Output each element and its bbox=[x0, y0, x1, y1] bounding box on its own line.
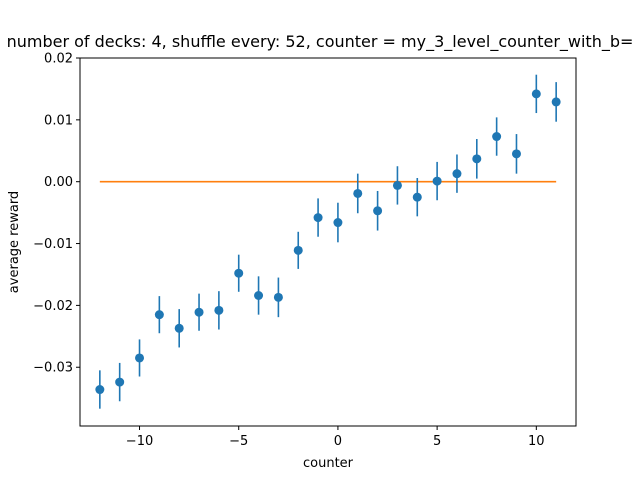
data-point bbox=[115, 377, 125, 387]
x-axis-title: counter bbox=[303, 456, 354, 471]
data-point bbox=[293, 245, 303, 255]
data-point bbox=[432, 176, 442, 186]
y-tick-label: −0.02 bbox=[33, 299, 73, 314]
data-point bbox=[254, 290, 264, 300]
data-point bbox=[214, 305, 224, 315]
x-tick-label: −5 bbox=[229, 434, 248, 449]
x-tick-label: −10 bbox=[126, 434, 153, 449]
data-point bbox=[95, 385, 105, 395]
x-tick-label: 10 bbox=[528, 434, 545, 449]
data-point bbox=[273, 292, 283, 302]
plot-frame bbox=[79, 57, 577, 427]
data-point bbox=[373, 206, 383, 216]
y-tick-label: 0.01 bbox=[44, 113, 73, 128]
y-tick-label: 0.02 bbox=[44, 52, 73, 67]
data-point bbox=[412, 192, 422, 202]
data-point bbox=[194, 307, 204, 317]
data-point bbox=[472, 154, 482, 164]
y-tick-label: −0.03 bbox=[33, 361, 73, 376]
x-tick-label: 5 bbox=[433, 434, 441, 449]
y-axis-title: average reward bbox=[7, 191, 22, 293]
data-point bbox=[313, 213, 323, 223]
data-point bbox=[551, 97, 561, 107]
data-point bbox=[531, 89, 541, 99]
data-point bbox=[452, 169, 462, 179]
data-point bbox=[174, 323, 184, 333]
data-point bbox=[492, 132, 502, 142]
data-point bbox=[154, 310, 164, 320]
data-point bbox=[392, 180, 402, 190]
data-point bbox=[234, 268, 244, 278]
data-point bbox=[511, 149, 521, 159]
data-point bbox=[135, 353, 145, 363]
data-point bbox=[333, 218, 343, 228]
data-point bbox=[353, 188, 363, 198]
y-tick-label: 0.00 bbox=[44, 175, 73, 190]
chart-title: number of decks: 4, shuffle every: 52, c… bbox=[7, 32, 634, 52]
x-tick-label: 0 bbox=[334, 434, 342, 449]
y-tick-label: −0.01 bbox=[33, 237, 73, 252]
